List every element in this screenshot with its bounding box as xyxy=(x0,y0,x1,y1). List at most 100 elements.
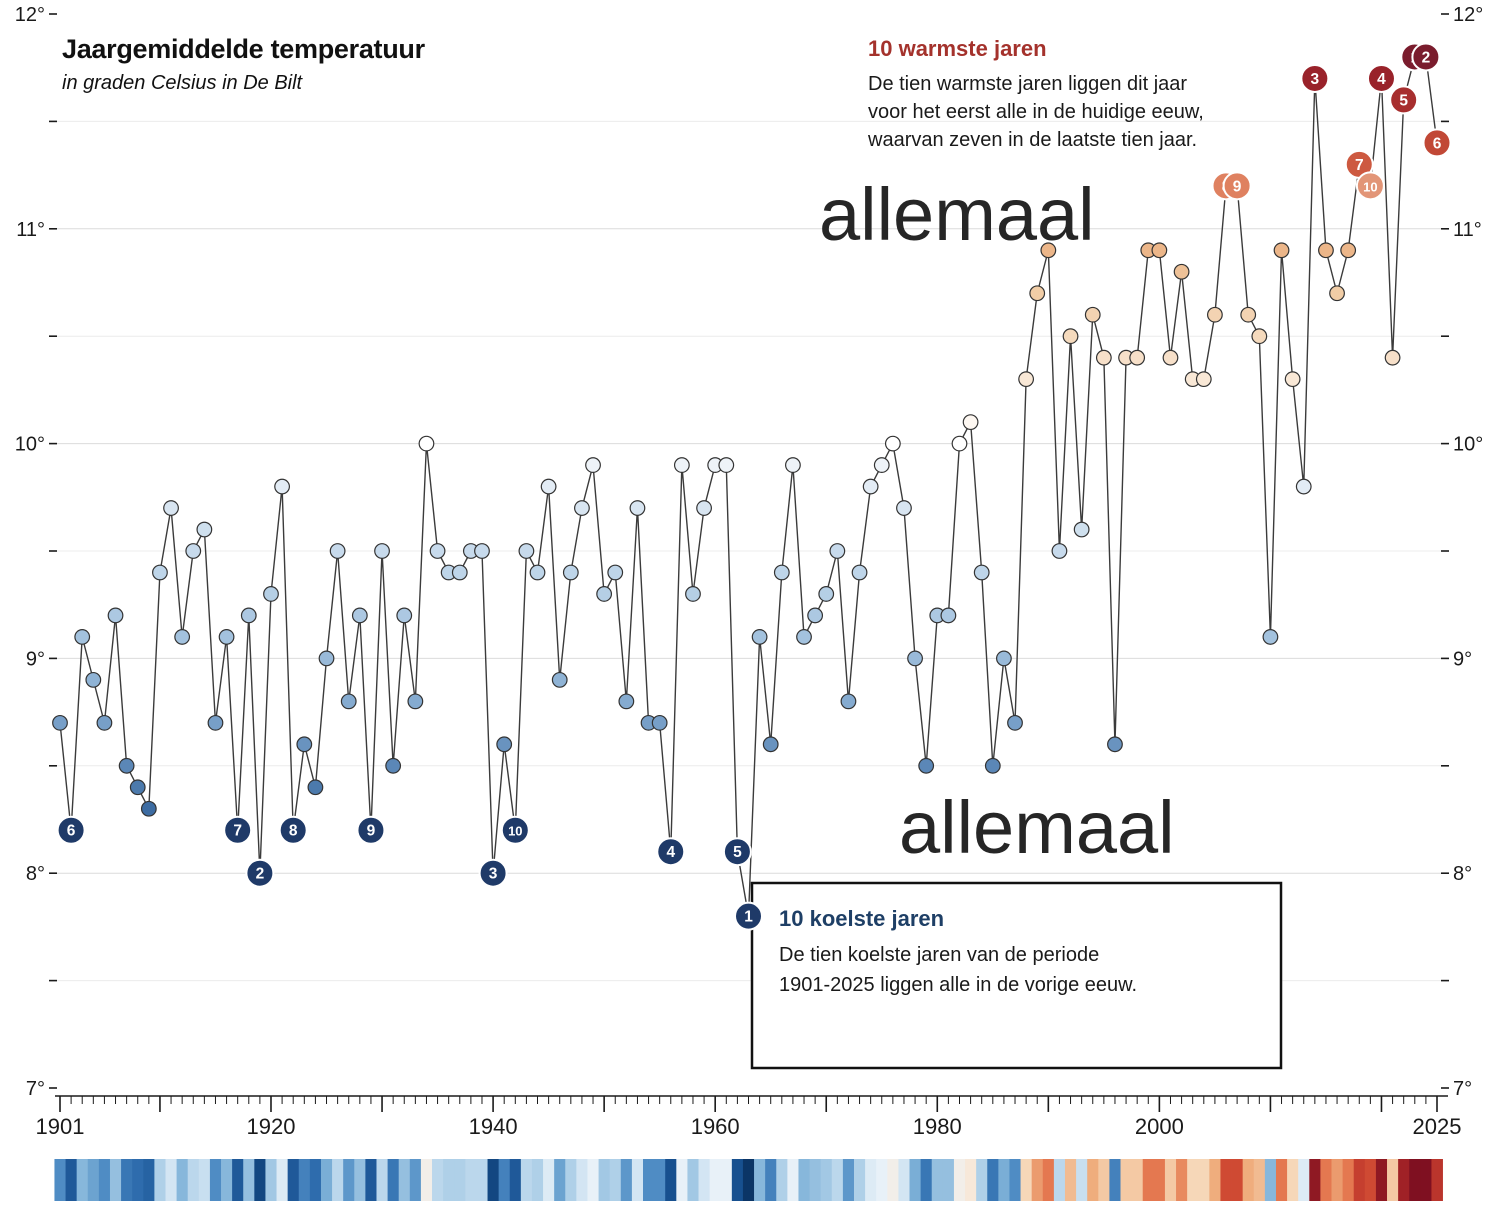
data-point-1911 xyxy=(163,500,179,516)
year-stripe-1964 xyxy=(754,1159,766,1201)
data-point-1993 xyxy=(1073,521,1090,538)
data-point-1971 xyxy=(829,543,846,559)
year-stripe-1988 xyxy=(1020,1159,1033,1201)
data-point-1941 xyxy=(496,736,513,753)
data-point-1998 xyxy=(1129,349,1146,366)
cool-rank-marker-3 xyxy=(478,858,508,888)
warmest-years-annotation: 10 warmste jaren De tien warmste jaren l… xyxy=(868,36,1288,154)
data-point-1973 xyxy=(851,564,868,581)
year-stripe-1985 xyxy=(987,1159,999,1201)
year-stripe-1969 xyxy=(809,1159,822,1201)
year-stripe-1966 xyxy=(776,1159,788,1201)
watermark-allemaal-top: allemaal xyxy=(819,173,1095,256)
year-stripe-1954 xyxy=(643,1159,655,1201)
year-stripe-1982 xyxy=(953,1159,966,1201)
data-point-1913 xyxy=(185,543,202,559)
year-stripe-1953 xyxy=(631,1159,644,1201)
data-point-1992 xyxy=(1062,328,1079,345)
year-stripe-2022 xyxy=(1398,1159,1410,1201)
coolest-years-annotation: 10 koelste jaren De tien koelste jaren v… xyxy=(779,906,1259,1000)
data-point-1945 xyxy=(540,478,557,495)
data-point-1924 xyxy=(307,779,324,796)
y-axis-label-left: 11° xyxy=(16,219,45,241)
warmest-years-heading: 10 warmste jaren xyxy=(868,36,1047,61)
data-point-2002 xyxy=(1173,263,1190,280)
data-point-2011 xyxy=(1273,242,1290,259)
warm-rank-label-3: 3 xyxy=(1311,71,1320,88)
year-stripe-2023 xyxy=(1409,1159,1421,1201)
year-stripe-1951 xyxy=(609,1159,622,1201)
data-point-2008 xyxy=(1240,306,1257,323)
y-axis-label-right: 7° xyxy=(1453,1078,1472,1100)
cool-rank-marker-10 xyxy=(500,815,530,845)
year-stripe-1965 xyxy=(765,1159,777,1201)
data-point-1994 xyxy=(1084,306,1101,323)
warm-rank-marker-10 xyxy=(1355,171,1385,201)
data-point-1995 xyxy=(1095,349,1112,366)
data-point-1943 xyxy=(518,543,535,559)
data-point-1916 xyxy=(218,629,235,645)
chart-subtitle: in graden Celsius in De Bilt xyxy=(62,72,303,94)
data-point-2010 xyxy=(1262,629,1279,645)
warm-rank-marker-5 xyxy=(1389,85,1419,115)
data-point-1918 xyxy=(240,607,257,624)
y-axis-label-right: 8° xyxy=(1453,863,1472,885)
year-stripe-2000 xyxy=(1153,1159,1166,1201)
x-axis: 1901 1920 1940 1960 1980 2000 2025 xyxy=(36,1095,1461,1139)
cool-rank-label-10: 10 xyxy=(508,824,522,839)
data-point-1990 xyxy=(1040,242,1057,259)
year-stripe-1992 xyxy=(1064,1159,1077,1201)
data-point-1948 xyxy=(574,500,590,516)
year-stripe-1925 xyxy=(320,1159,333,1201)
year-stripe-1956 xyxy=(665,1159,677,1201)
cool-rank-label-5: 5 xyxy=(733,844,742,861)
year-stripe-1923 xyxy=(298,1159,311,1201)
y-axis-label-right: 9° xyxy=(1453,648,1472,670)
year-stripe-1946 xyxy=(554,1159,566,1201)
data-point-1947 xyxy=(562,564,579,581)
year-stripe-1929 xyxy=(365,1159,377,1201)
year-stripe-1917 xyxy=(232,1159,244,1201)
year-stripe-2018 xyxy=(1353,1159,1366,1201)
year-stripe-1908 xyxy=(132,1159,144,1201)
year-stripe-1983 xyxy=(965,1159,977,1201)
data-point-1957 xyxy=(673,457,690,473)
x-axis-label: 1960 xyxy=(691,1114,740,1139)
data-point-1912 xyxy=(174,629,191,645)
y-axis-label-right: 10° xyxy=(1453,434,1483,456)
data-point-1981 xyxy=(940,607,957,624)
warm-rank-marker-2 xyxy=(1411,42,1441,72)
year-stripe-2024 xyxy=(1420,1159,1432,1201)
data-point-1996 xyxy=(1107,736,1123,753)
warming-stripes xyxy=(54,1159,1443,1201)
cool-rank-marker-8 xyxy=(278,815,308,845)
year-stripe-1998 xyxy=(1131,1159,1144,1201)
year-stripe-1926 xyxy=(332,1159,344,1201)
year-stripe-1980 xyxy=(931,1159,944,1201)
year-stripe-1931 xyxy=(387,1159,400,1201)
year-stripe-1979 xyxy=(920,1159,933,1201)
data-point-1937 xyxy=(451,564,468,581)
year-stripe-1943 xyxy=(520,1159,533,1201)
year-stripe-1910 xyxy=(154,1159,166,1201)
y-axis-label-left: 9° xyxy=(26,648,45,670)
data-point-1975 xyxy=(873,457,890,473)
year-stripe-1936 xyxy=(443,1159,455,1201)
data-point-1978 xyxy=(907,650,923,667)
year-stripe-1950 xyxy=(598,1159,611,1201)
data-point-1915 xyxy=(207,714,224,731)
warm-rank-label-2: 2 xyxy=(1422,49,1431,66)
data-point-1934 xyxy=(418,435,435,452)
year-stripe-1940 xyxy=(487,1159,500,1201)
coolest-years-heading: 10 koelste jaren xyxy=(779,906,945,931)
year-stripe-1911 xyxy=(165,1159,178,1201)
year-stripe-1987 xyxy=(1009,1159,1021,1201)
data-point-2013 xyxy=(1295,478,1312,495)
year-stripe-1960 xyxy=(709,1159,722,1201)
year-stripe-1996 xyxy=(1109,1159,1121,1201)
cool-rank-marker-6 xyxy=(56,815,86,845)
year-stripe-1907 xyxy=(121,1159,133,1201)
year-stripe-2021 xyxy=(1387,1159,1399,1201)
year-stripe-1927 xyxy=(343,1159,355,1201)
year-stripe-1958 xyxy=(687,1159,699,1201)
